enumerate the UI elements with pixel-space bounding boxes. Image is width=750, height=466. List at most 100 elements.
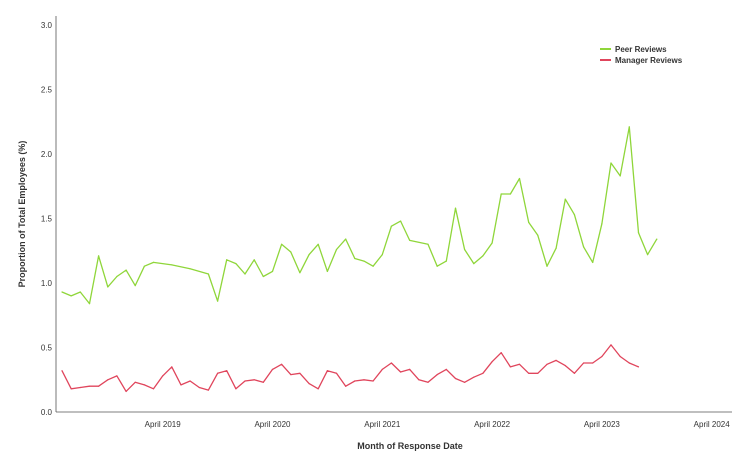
data-point-manager-reviews [98,385,100,387]
y-tick-label: 1.0 [41,279,53,288]
data-point-peer-reviews [244,273,246,275]
y-tick-label: 2.5 [41,86,53,95]
data-point-peer-reviews [207,273,209,275]
data-point-peer-reviews [619,175,621,177]
data-point-manager-reviews [619,355,621,358]
data-point-peer-reviews [573,214,576,216]
data-point-manager-reviews [381,368,383,370]
data-point-peer-reviews [409,239,411,241]
data-point-manager-reviews [171,366,173,368]
data-point-manager-reviews [207,389,209,391]
data-point-peer-reviews [116,275,118,278]
data-point-manager-reviews [509,366,511,368]
data-point-peer-reviews [281,243,283,245]
x-tick-label: April 2020 [254,420,291,429]
y-axis-ticks: 0.0 0.5 1.0 1.5 2.0 2.5 3.0 [41,21,53,417]
data-point-manager-reviews [189,380,191,382]
data-point-manager-reviews [628,362,630,364]
data-point-peer-reviews [326,270,328,272]
data-point-peer-reviews [363,260,365,262]
data-point-peer-reviews [509,193,511,195]
data-point-peer-reviews [189,268,191,270]
y-axis-title: Proportion of Total Employees (%) [17,141,27,288]
data-point-peer-reviews [592,261,594,263]
x-tick-label: April 2021 [364,420,401,429]
data-point-peer-reviews [299,272,301,274]
data-point-peer-reviews [70,295,72,297]
data-point-manager-reviews [390,362,392,364]
data-point-manager-reviews [162,375,164,377]
y-tick-label: 1.5 [41,215,53,224]
data-point-manager-reviews [244,380,246,382]
data-point-manager-reviews [454,377,457,380]
data-point-manager-reviews [198,386,200,389]
data-point-peer-reviews [601,223,603,225]
data-point-manager-reviews [143,384,145,386]
data-point-manager-reviews [610,344,612,346]
data-point-manager-reviews [592,362,594,364]
data-point-manager-reviews [637,366,640,368]
data-point-peer-reviews [381,254,383,256]
data-point-manager-reviews [281,363,283,365]
data-point-peer-reviews [125,269,127,271]
data-point-peer-reviews [345,238,347,240]
y-tick-label: 2.0 [41,150,53,159]
series-line-peer-reviews [61,126,658,305]
data-point-manager-reviews [70,388,72,390]
data-point-peer-reviews [107,286,109,288]
y-tick-label: 3.0 [41,21,53,30]
data-point-peer-reviews [482,255,484,257]
data-point-manager-reviews [152,388,155,390]
data-point-peer-reviews [390,225,392,227]
data-point-peer-reviews [262,275,264,278]
data-point-peer-reviews [226,259,228,261]
x-axis-ticks: April 2019 April 2020 April 2021 April 2022… [145,420,731,429]
data-point-peer-reviews [427,243,429,245]
data-point-peer-reviews [217,300,219,302]
data-point-peer-reviews [98,255,100,257]
data-point-manager-reviews [235,388,237,390]
data-point-peer-reviews [445,260,447,262]
data-point-peer-reviews [546,265,548,267]
data-point-manager-reviews [418,379,420,381]
data-point-manager-reviews [299,372,301,374]
data-point-manager-reviews [537,372,539,374]
data-point-peer-reviews [335,248,338,251]
data-point-peer-reviews [528,221,530,223]
data-point-peer-reviews [555,247,557,249]
legend-label-manager-reviews: Manager Reviews [615,56,683,65]
x-tick-label: April 2024 [694,420,731,429]
data-point-manager-reviews [555,359,557,361]
x-axis-title: Month of Response Date [357,441,463,451]
data-point-peer-reviews [317,243,319,245]
data-point-peer-reviews [61,291,63,293]
y-tick-label: 0.0 [41,408,53,417]
data-point-manager-reviews [464,381,466,383]
data-point-manager-reviews [564,365,566,367]
data-point-peer-reviews [372,265,374,267]
legend-label-peer-reviews: Peer Reviews [615,45,667,54]
data-point-manager-reviews [573,372,576,374]
data-point-manager-reviews [473,376,475,378]
data-point-peer-reviews [500,193,502,195]
data-point-peer-reviews [473,263,475,265]
data-point-peer-reviews [464,248,466,251]
data-point-manager-reviews [271,368,274,370]
data-point-peer-reviews [583,246,585,248]
data-point-peer-reviews [436,265,438,267]
series-line-manager-reviews [61,344,639,393]
data-point-peer-reviews [564,198,566,200]
data-point-peer-reviews [518,177,521,180]
data-point-manager-reviews [491,361,493,363]
data-point-peer-reviews [134,285,136,287]
data-point-manager-reviews [427,381,429,383]
data-point-manager-reviews [546,363,548,365]
data-point-peer-reviews [253,259,255,261]
data-point-peer-reviews [354,257,356,260]
data-point-peer-reviews [235,263,237,265]
legend: Peer Reviews Manager Reviews [600,45,683,65]
data-point-manager-reviews [500,352,502,354]
data-point-manager-reviews [116,375,118,377]
data-point-peer-reviews [656,238,658,240]
data-point-manager-reviews [528,372,530,374]
